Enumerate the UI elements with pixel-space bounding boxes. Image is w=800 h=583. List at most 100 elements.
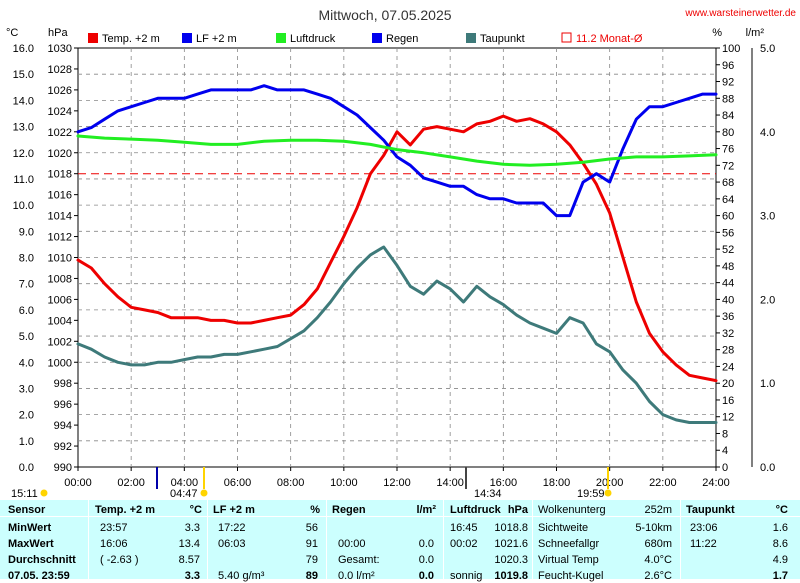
pressure-tick-label: 998: [54, 378, 72, 390]
regen-time: 0.0 l/m²: [338, 570, 375, 582]
rain-unit-label: l/m²: [746, 27, 765, 39]
temp-tick-label: 3.0: [19, 383, 34, 395]
humidity-tick-label: 8: [722, 428, 728, 440]
luftdruck-time: 00:02: [450, 538, 478, 550]
row-label: MaxWert: [8, 538, 54, 550]
header-lf-unit: %: [310, 504, 320, 516]
humidity-tick-label: 64: [722, 194, 734, 206]
left-time-label: 15:11: [11, 488, 38, 500]
legend-swatch: [182, 33, 192, 43]
pressure-tick-label: 1002: [48, 336, 72, 348]
taupunkt-time: 11:22: [690, 538, 717, 550]
pressure-tick-label: 1028: [48, 64, 72, 76]
taupunkt-value: 1.6: [772, 522, 788, 534]
legend-label: Temp. +2 m: [102, 33, 160, 45]
pressure-tick-label: 1024: [48, 106, 72, 118]
header-luftdruck-unit: hPa: [507, 504, 528, 516]
temp-tick-label: 1.0: [19, 436, 34, 448]
pressure-tick-label: 1030: [48, 43, 72, 55]
luftdruck-value: 1019.8: [494, 570, 528, 582]
luftdruck-value: 1020.3: [494, 554, 528, 566]
series-luftdruck: [76, 134, 718, 167]
pressure-tick-label: 1026: [48, 85, 72, 97]
humidity-tick-label: 96: [722, 60, 734, 72]
legend-label: 11.2 Monat-Ø: [576, 33, 643, 45]
site-url: www.warsteinerwetter.de: [684, 8, 796, 19]
regen-value: 0.0: [418, 554, 434, 566]
header-temp: Temp. +2 m: [95, 504, 156, 516]
taupunkt-value: 8.6: [772, 538, 788, 550]
humidity-tick-label: 56: [722, 227, 734, 239]
extra-label: Virtual Temp: [538, 554, 599, 566]
pressure-tick-label: 1022: [48, 127, 72, 139]
pressure-tick-label: 1010: [48, 253, 72, 265]
rain-tick-label: 4.0: [760, 127, 775, 139]
temp-value: 3.3: [184, 570, 200, 582]
regen-value: 0.0: [418, 538, 434, 550]
x-tick-label: 14:00: [436, 477, 464, 489]
temp-tick-label: 4.0: [19, 357, 34, 369]
x-tick-label: 00:00: [64, 477, 92, 489]
header-sensor: Sensor: [8, 504, 46, 516]
taupunkt-value: 1.7: [772, 570, 788, 582]
temp-tick-label: 5.0: [19, 331, 34, 343]
pressure-tick-label: 1012: [48, 232, 72, 244]
luftdruck-time: 16:45: [450, 522, 478, 534]
legend-swatch: [88, 33, 98, 43]
legend-label: Regen: [386, 33, 418, 45]
x-axis: 00:00 02:00 04:00 06:00 08:00 10:00 12:00 14:00…: [64, 467, 730, 489]
temp-tick-label: 6.0: [19, 305, 34, 317]
sun-dot: [40, 489, 48, 497]
lf-value: 91: [305, 538, 318, 550]
humidity-tick-label: 40: [722, 294, 734, 306]
temp-tick-label: 15.0: [13, 69, 34, 81]
pressure-tick-label: 1006: [48, 294, 72, 306]
luftdruck-value: 1018.8: [494, 522, 528, 534]
temp-tick-label: 7.0: [19, 279, 34, 291]
extra-value: 680m: [644, 538, 672, 550]
humidity-tick-label: 4: [722, 445, 728, 457]
humidity-tick-label: 100: [722, 43, 740, 55]
header-extra-value: 252m: [644, 504, 672, 516]
header-temp-unit: °C: [189, 504, 202, 516]
humidity-tick-label: 16: [722, 395, 734, 407]
pressure-tick-label: 1014: [48, 211, 72, 223]
pressure-tick-label: 1004: [48, 315, 72, 327]
row-label: Durchschnitt: [8, 554, 76, 566]
humidity-tick-label: 36: [722, 311, 734, 323]
humidity-tick-label: 68: [722, 177, 734, 189]
temp-tick-label: 11.0: [13, 174, 34, 186]
extra-value: 5-10km: [635, 522, 672, 534]
temp-time: ( -2.63 ): [100, 554, 139, 566]
rain-tick-label: 5.0: [760, 43, 775, 55]
noon-label: 14:34: [474, 488, 502, 500]
lf-value: 89: [305, 570, 318, 582]
x-tick-label: 08:00: [277, 477, 305, 489]
humidity-tick-label: 52: [722, 244, 734, 256]
rain-tick-label: 1.0: [760, 378, 775, 390]
humidity-tick-label: 12: [722, 412, 734, 424]
x-tick-label: 24:00: [702, 477, 730, 489]
header-extra-label: Wolkenunterg: [538, 504, 606, 516]
humidity-tick-label: 28: [722, 345, 734, 357]
header-regen-unit: l/m²: [416, 504, 436, 516]
pressure-tick-label: 994: [54, 420, 72, 432]
regen-time: Gesamt:: [338, 554, 380, 566]
pressure-tick-label: 1018: [48, 169, 72, 181]
y-axes: 0.0 1.0 2.0 3.0 4.0 5.0 6.0 7.0 8.0 9.0 10.0 11.0 12…: [13, 43, 776, 474]
series-lf-2-m: [76, 84, 718, 218]
temp-tick-label: 10.0: [13, 200, 34, 212]
header-luftdruck: Luftdruck: [450, 504, 501, 516]
taupunkt-value: 4.9: [772, 554, 788, 566]
pressure-unit-label: hPa: [48, 27, 68, 39]
legend-label: Luftdruck: [290, 33, 336, 45]
header-taupunkt: Taupunkt: [686, 504, 735, 516]
legend-swatch: [466, 33, 476, 43]
x-tick-label: 16:00: [490, 477, 518, 489]
temp-value: 13.4: [178, 538, 200, 550]
weather-chart: Mittwoch, 07.05.2025 www.warsteinerwette…: [6, 7, 797, 500]
rain-tick-label: 0.0: [760, 462, 775, 474]
humidity-tick-label: 80: [722, 127, 734, 139]
temp-tick-label: 2.0: [19, 410, 34, 422]
humidity-tick-label: 60: [722, 211, 734, 223]
